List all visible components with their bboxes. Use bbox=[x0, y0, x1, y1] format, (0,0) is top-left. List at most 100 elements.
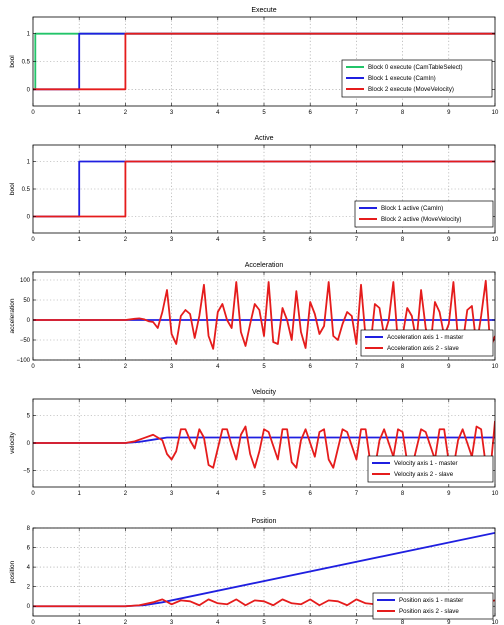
x-tick-label: 0 bbox=[31, 620, 35, 625]
chart-panel-3: 0 1 2 3 4 5 6 7 8 9 10 −100 −50 0 50 100 Acceleration acc… bbox=[9, 262, 499, 370]
x-tick-label: 4 bbox=[216, 620, 220, 625]
legend-label: Block 1 execute (CamIn) bbox=[368, 75, 436, 82]
x-tick-label: 8 bbox=[401, 620, 405, 625]
legend-label: Block 0 execute (CamTableSelect) bbox=[368, 64, 463, 71]
legend: Acceleration axis 1 - master Acceleration… bbox=[360, 329, 494, 357]
x-tick-label: 7 bbox=[355, 491, 359, 497]
x-tick-label: 0 bbox=[31, 237, 35, 243]
y-tick-label: 0.5 bbox=[22, 187, 31, 193]
y-tick-label: −100 bbox=[16, 358, 30, 364]
x-tick-label: 10 bbox=[492, 237, 499, 243]
chart-panel-5: 0 1 2 3 4 5 6 7 8 9 10 0 2 4 6 8 Position position Positio… bbox=[9, 518, 499, 625]
x-tick-label: 3 bbox=[170, 620, 174, 625]
x-tick-label: 3 bbox=[170, 110, 174, 116]
legend-label: Position axis 2 - slave bbox=[399, 608, 459, 615]
x-tick-label: 6 bbox=[309, 491, 313, 497]
x-tick-label: 9 bbox=[447, 491, 451, 497]
legend-box bbox=[354, 200, 494, 228]
x-tick-label: 9 bbox=[447, 364, 451, 370]
x-tick-label: 9 bbox=[447, 620, 451, 625]
legend-label: Acceleration axis 2 - slave bbox=[387, 345, 459, 352]
x-tick-label: 7 bbox=[355, 620, 359, 625]
y-tick-label: 2 bbox=[27, 585, 31, 591]
y-tick-label: 0 bbox=[27, 441, 31, 447]
legend-label: Acceleration axis 1 - master bbox=[387, 334, 463, 341]
x-tick-label: 2 bbox=[124, 620, 128, 625]
x-tick-label: 10 bbox=[492, 364, 499, 370]
legend-box bbox=[360, 329, 494, 357]
x-tick-label: 10 bbox=[492, 620, 499, 625]
x-tick-label: 7 bbox=[355, 110, 359, 116]
x-tick-label: 8 bbox=[401, 237, 405, 243]
y-axis-label: velocity bbox=[9, 431, 16, 453]
x-tick-label: 7 bbox=[355, 364, 359, 370]
x-tick-label: 8 bbox=[401, 110, 405, 116]
x-tick-label: 2 bbox=[124, 364, 128, 370]
chart-title: Velocity bbox=[252, 389, 277, 396]
x-tick-label: 5 bbox=[262, 620, 266, 625]
y-tick-label: 0 bbox=[27, 604, 31, 610]
y-axis-label: acceleration bbox=[9, 298, 16, 333]
legend-box bbox=[372, 592, 494, 620]
x-tick-label: 6 bbox=[309, 620, 313, 625]
y-tick-label: −50 bbox=[20, 338, 31, 344]
x-tick-label: 0 bbox=[31, 110, 35, 116]
chart-title: Execute bbox=[251, 7, 276, 14]
y-tick-label: 0 bbox=[27, 318, 31, 324]
legend: Velocity axis 1 - master Velocity axis 2 … bbox=[367, 455, 494, 483]
y-tick-label: 8 bbox=[27, 526, 31, 532]
legend: Position axis 1 - master Position axis 2 … bbox=[372, 592, 494, 620]
x-tick-label: 3 bbox=[170, 491, 174, 497]
series-line-2 bbox=[33, 279, 495, 350]
chart-title: Active bbox=[254, 135, 273, 142]
x-tick-label: 2 bbox=[124, 237, 128, 243]
x-tick-label: 2 bbox=[124, 110, 128, 116]
x-tick-label: 8 bbox=[401, 364, 405, 370]
chart-panel-4: 0 1 2 3 4 5 6 7 8 9 10 −5 0 5 Velocity velocity Velocity… bbox=[9, 389, 499, 497]
x-tick-label: 4 bbox=[216, 491, 220, 497]
legend-box bbox=[341, 59, 493, 98]
x-tick-label: 2 bbox=[124, 491, 128, 497]
series-line-3 bbox=[33, 32, 495, 91]
x-tick-label: 4 bbox=[216, 237, 220, 243]
legend-label: Block 2 execute (MoveVelocity) bbox=[368, 86, 454, 93]
x-tick-label: 4 bbox=[216, 110, 220, 116]
y-tick-label: 4 bbox=[27, 565, 31, 571]
x-tick-label: 5 bbox=[262, 237, 266, 243]
x-tick-label: 10 bbox=[492, 491, 499, 497]
x-tick-label: 6 bbox=[309, 364, 313, 370]
legend: Block 1 active (CamIn) Block 2 active (Mo… bbox=[354, 200, 494, 228]
x-tick-label: 8 bbox=[401, 491, 405, 497]
legend-label: Velocity axis 2 - slave bbox=[394, 471, 454, 478]
chart-panel-2: 0 1 2 3 4 5 6 7 8 9 10 0 0.5 1 Active bool Block 1 activ… bbox=[9, 135, 499, 243]
legend: Block 0 execute (CamTableSelect) Block 1 … bbox=[341, 59, 493, 98]
x-tick-label: 6 bbox=[309, 237, 313, 243]
x-tick-label: 1 bbox=[78, 620, 82, 625]
chart-panel-1: 0 1 2 3 4 5 6 7 8 9 10 0 0.5 1 Execute bool Block 0 exec… bbox=[9, 7, 499, 116]
legend-label: Block 2 active (MoveVelocity) bbox=[381, 216, 461, 223]
x-tick-label: 6 bbox=[309, 110, 313, 116]
legend-box bbox=[367, 455, 494, 483]
y-tick-label: 100 bbox=[20, 278, 31, 284]
chart-title: Position bbox=[252, 518, 277, 525]
series-line-2 bbox=[33, 160, 495, 218]
y-axis-label: bool bbox=[9, 182, 16, 195]
x-tick-label: 1 bbox=[78, 110, 82, 116]
x-tick-label: 1 bbox=[78, 491, 82, 497]
y-tick-label: −5 bbox=[23, 469, 31, 475]
y-axis-label: position bbox=[9, 560, 16, 583]
y-axis-label: bool bbox=[9, 55, 16, 68]
legend-label: Position axis 1 - master bbox=[399, 597, 463, 604]
x-tick-label: 3 bbox=[170, 364, 174, 370]
y-tick-label: 0 bbox=[27, 87, 31, 93]
x-tick-label: 9 bbox=[447, 237, 451, 243]
y-tick-label: 1 bbox=[27, 160, 31, 166]
y-tick-label: 50 bbox=[23, 298, 30, 304]
x-tick-label: 0 bbox=[31, 491, 35, 497]
x-tick-label: 5 bbox=[262, 110, 266, 116]
x-tick-label: 4 bbox=[216, 364, 220, 370]
y-tick-label: 1 bbox=[27, 32, 31, 38]
y-tick-label: 0.5 bbox=[22, 60, 31, 66]
x-tick-label: 5 bbox=[262, 364, 266, 370]
